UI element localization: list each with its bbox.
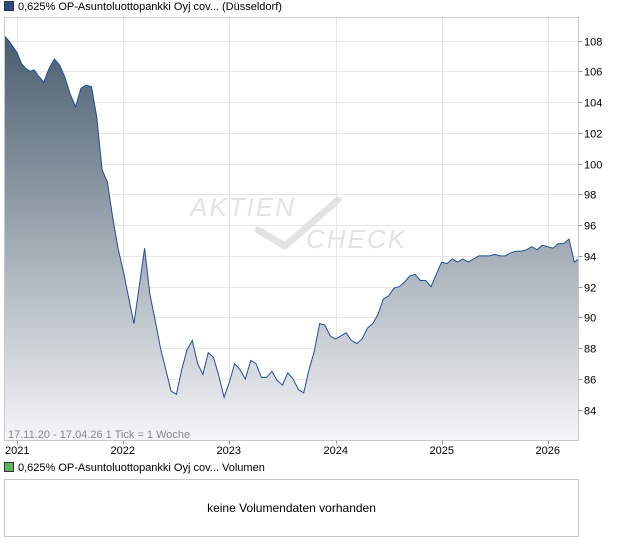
volume-panel: keine Volumendaten vorhanden xyxy=(4,479,579,537)
x-axis: 2021 2022 2023 2024 2025 2026 xyxy=(5,440,560,457)
price-legend-label: 0,625% OP-Asuntoluottopankki Oyj cov... … xyxy=(18,1,282,13)
y-tick-label: 106 xyxy=(584,67,602,79)
plot-area xyxy=(4,17,579,441)
watermark-line1: AKTIEN xyxy=(188,192,296,222)
y-tick-label: 86 xyxy=(584,375,596,387)
y-tick-label: 90 xyxy=(584,313,596,325)
y-tick-label: 100 xyxy=(584,160,602,172)
price-legend-swatch xyxy=(4,1,14,11)
price-line xyxy=(4,35,579,400)
watermark-line2: CHECK xyxy=(306,224,407,254)
x-tick-label: 2023 xyxy=(217,445,241,457)
x-tick-label: 2026 xyxy=(536,445,560,457)
x-tick-label: 2024 xyxy=(324,445,348,457)
y-tick-label: 98 xyxy=(584,190,596,202)
y-tick-label: 88 xyxy=(584,344,596,356)
watermark-check-icon xyxy=(254,196,342,250)
y-tick-label: 96 xyxy=(584,221,596,233)
volume-legend-swatch xyxy=(4,462,14,472)
volume-legend: 0,625% OP-Asuntoluottopankki Oyj cov... … xyxy=(4,461,265,475)
price-legend: 0,625% OP-Asuntoluottopankki Oyj cov... … xyxy=(4,0,282,14)
x-tick-label: 2021 xyxy=(5,445,29,457)
y-tick-label: 102 xyxy=(584,129,602,141)
price-area xyxy=(4,36,579,441)
y-axis: 84 86 88 90 92 94 96 98 100 102 104 106 108 xyxy=(578,37,602,418)
y-tick-label: 92 xyxy=(584,283,596,295)
price-chart: AKTIEN CHECK 84 86 88 90 92 94 96 98 100 102 104 10… xyxy=(4,17,602,457)
volume-empty-message: keine Volumendaten vorhanden xyxy=(207,501,376,515)
x-tick-label: 2025 xyxy=(430,445,454,457)
y-tick-label: 94 xyxy=(584,252,596,264)
y-tick-label: 108 xyxy=(584,37,602,49)
y-tick-label: 84 xyxy=(584,406,596,418)
range-note: 17.11.20 - 17.04.26 1 Tick = 1 Woche xyxy=(8,429,190,441)
volume-legend-label: 0,625% OP-Asuntoluottopankki Oyj cov... … xyxy=(18,462,265,474)
y-tick-label: 104 xyxy=(584,98,602,110)
x-tick-label: 2022 xyxy=(111,445,135,457)
aktiencheck-watermark: AKTIEN CHECK xyxy=(188,192,407,254)
